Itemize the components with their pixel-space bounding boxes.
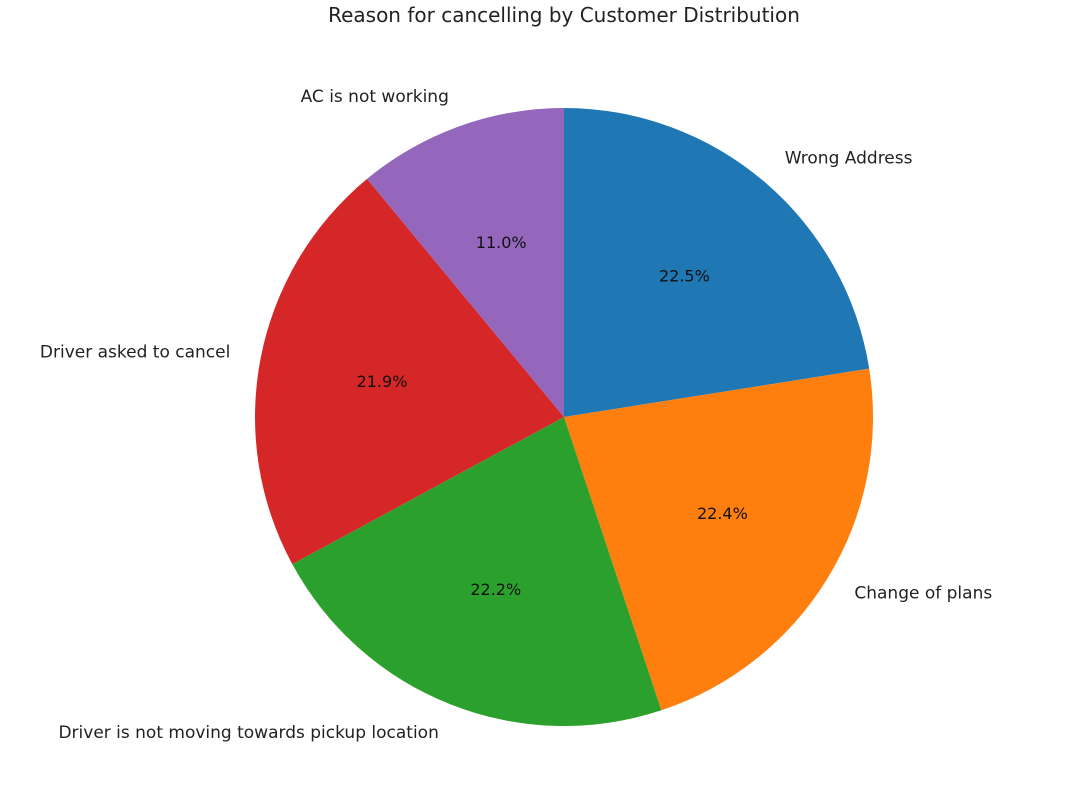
slice-percent-label-3: 21.9%	[357, 372, 408, 391]
percent-labels-layer: 22.5% 22.4% 22.2% 21.9% 11.0%	[357, 233, 748, 599]
slice-category-label-2: Driver is not moving towards pickup loca…	[58, 723, 438, 743]
pie-slice-3	[254, 178, 564, 565]
slice-percent-label-1: 22.4%	[697, 504, 748, 523]
pie-slice-4	[367, 108, 564, 417]
slices-layer	[254, 108, 874, 726]
pie-slice-0	[564, 108, 870, 417]
slice-percent-label-2: 22.2%	[470, 580, 521, 599]
pie-slice-2	[292, 417, 662, 726]
slice-percent-label-0: 22.5%	[659, 267, 710, 286]
slice-percent-label-4: 11.0%	[476, 233, 527, 252]
slice-category-label-0: Wrong Address	[785, 149, 913, 169]
slice-category-label-4: AC is not working	[301, 87, 449, 107]
slice-category-label-3: Driver asked to cancel	[40, 342, 230, 362]
chart-title: Reason for cancelling by Customer Distri…	[328, 3, 800, 27]
slice-category-label-1: Change of plans	[854, 584, 992, 604]
pie-slice-1	[564, 368, 874, 711]
slice-labels-layer: Wrong Address Change of plans Driver is no…	[40, 87, 992, 743]
